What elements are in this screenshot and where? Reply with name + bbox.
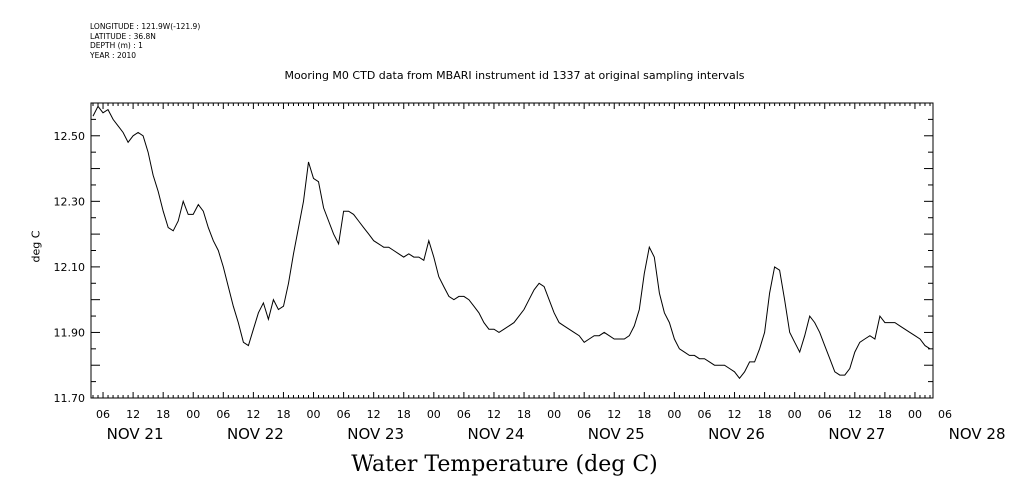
year-text: YEAR : 2010 — [90, 50, 137, 60]
x-hour-label: 18 — [397, 408, 411, 421]
x-hour-label: 12 — [728, 408, 742, 421]
x-hour-label: 18 — [517, 408, 531, 421]
x-hour-label: 18 — [637, 408, 651, 421]
x-hour-label: 00 — [427, 408, 441, 421]
x-hour-label: 06 — [577, 408, 591, 421]
x-hour-label: 12 — [487, 408, 501, 421]
x-hour-label: 06 — [96, 408, 110, 421]
y-tick-label: 12.30 — [54, 195, 86, 208]
y-tick-label: 11.90 — [54, 326, 86, 339]
x-hour-label: 00 — [547, 408, 561, 421]
plot-frame — [90, 102, 934, 399]
x-day-label: NOV 24 — [468, 425, 525, 443]
y-tick-label: 11.70 — [54, 392, 86, 405]
x-hour-label: 00 — [908, 408, 922, 421]
temperature-series-line — [92, 105, 931, 380]
y-tick-label: 12.50 — [54, 130, 86, 143]
x-hour-label: 18 — [276, 408, 290, 421]
x-day-label: NOV 27 — [828, 425, 885, 443]
x-day-label: NOV 28 — [949, 425, 1006, 443]
x-hour-label: 18 — [156, 408, 170, 421]
latitude-text: LATITUDE : 36.8N — [90, 31, 156, 41]
x-hour-label: 00 — [186, 408, 200, 421]
x-hour-label: 00 — [667, 408, 681, 421]
x-hour-label: 12 — [367, 408, 381, 421]
x-hour-label: 06 — [818, 408, 832, 421]
x-hour-label: 06 — [457, 408, 471, 421]
x-hour-label: 06 — [337, 408, 351, 421]
depth-text: DEPTH (m) : 1 — [90, 41, 143, 50]
x-hour-label: 06 — [697, 408, 711, 421]
x-hour-label: 18 — [758, 408, 772, 421]
x-hour-label: 12 — [607, 408, 621, 421]
x-day-label: NOV 22 — [227, 425, 284, 443]
x-hour-label: 12 — [848, 408, 862, 421]
x-hour-label: 00 — [788, 408, 802, 421]
x-day-label: NOV 21 — [107, 425, 164, 443]
x-hour-label: 12 — [246, 408, 260, 421]
y-tick-label: 12.10 — [54, 261, 86, 274]
x-day-label: NOV 25 — [588, 425, 645, 443]
x-hour-label: 00 — [307, 408, 321, 421]
x-hour-label: 06 — [216, 408, 230, 421]
x-hour-label: 18 — [878, 408, 892, 421]
x-hour-label: 06 — [938, 408, 952, 421]
x-axis-label: Water Temperature (deg C) — [351, 452, 658, 477]
metadata-block: LONGITUDE : 121.9W(-121.9) LATITUDE : 36… — [90, 22, 200, 60]
chart-title: Mooring M0 CTD data from MBARI instrumen… — [284, 69, 745, 82]
longitude-text: LONGITUDE : 121.9W(-121.9) — [90, 22, 201, 31]
x-hour-label: 12 — [126, 408, 140, 421]
x-day-label: NOV 26 — [708, 425, 765, 443]
x-day-label: NOV 23 — [347, 425, 404, 443]
